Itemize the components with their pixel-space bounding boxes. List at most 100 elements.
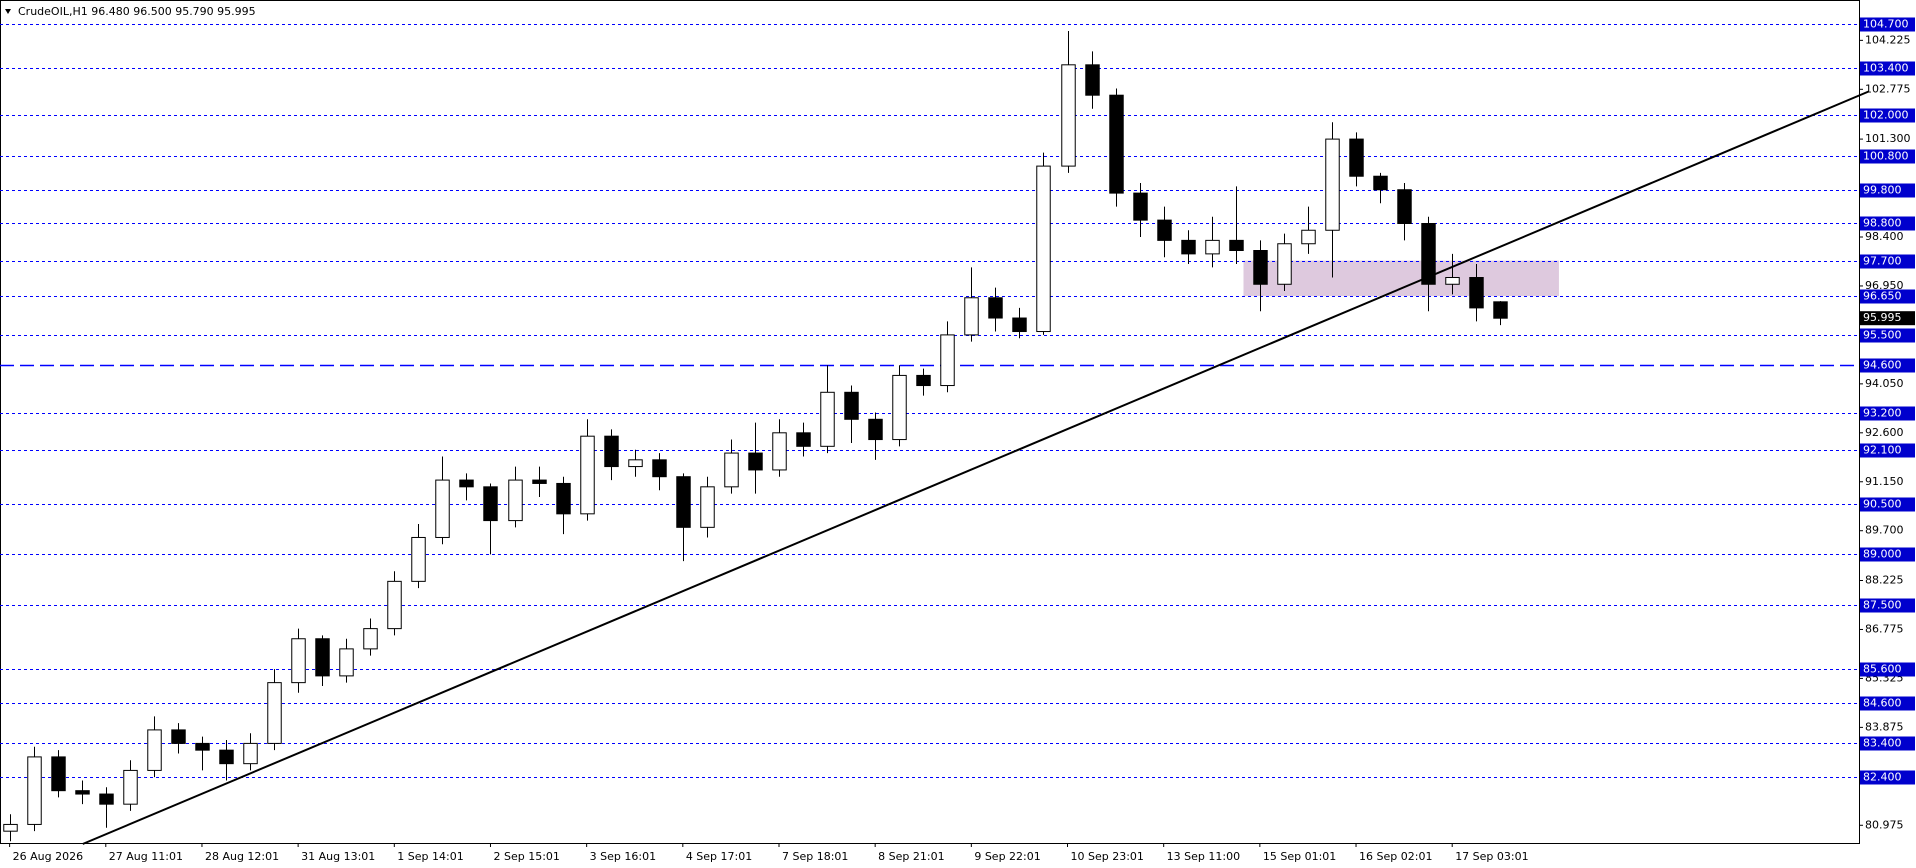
x-tick-label: 16 Sep 02:01 [1359, 850, 1432, 863]
candle-body [604, 435, 619, 468]
candle-body [1157, 219, 1172, 241]
level-label: 97.700 [1863, 255, 1902, 268]
level-label-box [1860, 497, 1915, 512]
candle-body [556, 482, 571, 515]
candle-body [1421, 222, 1436, 285]
y-tick-label: 96.950 [1865, 279, 1904, 292]
candle-body [147, 729, 162, 771]
candle-body [1109, 94, 1124, 194]
candle-body [3, 823, 18, 832]
candle-body [363, 628, 378, 650]
candle-body [868, 418, 883, 441]
candle-body [315, 638, 330, 677]
x-tick-label: 26 Aug 2026 [13, 850, 83, 863]
x-tick-label: 27 Aug 11:01 [109, 850, 183, 863]
y-tick-label: 98.400 [1865, 230, 1904, 243]
candle-body [75, 790, 90, 795]
level-label: 87.500 [1863, 599, 1902, 612]
candle-body [483, 486, 498, 522]
x-tick-label: 31 Aug 13:01 [301, 850, 375, 863]
candle-body [748, 452, 763, 471]
y-tick-label: 91.150 [1865, 475, 1904, 488]
candle-body [844, 391, 859, 420]
x-tick-label: 3 Sep 16:01 [590, 850, 656, 863]
candle-body [988, 297, 1003, 319]
level-label: 104.700 [1863, 18, 1909, 31]
y-tick-label: 104.225 [1865, 33, 1911, 46]
candle-body [459, 479, 474, 488]
x-tick-label: 10 Sep 23:01 [1071, 850, 1144, 863]
y-tick-label: 101.300 [1865, 132, 1911, 145]
candle-body [27, 756, 42, 825]
candle-body [508, 479, 523, 522]
level-label: 82.400 [1863, 771, 1902, 784]
level-label: 89.000 [1863, 548, 1902, 561]
candle-body [964, 297, 979, 336]
candle-body [171, 729, 186, 744]
x-tick-label: 4 Sep 17:01 [686, 850, 752, 863]
level-label-box [1860, 406, 1915, 421]
candle-body [1445, 277, 1460, 285]
candle-body [1133, 192, 1148, 221]
level-label-box [1860, 696, 1915, 711]
y-tick-label: 80.975 [1865, 818, 1904, 831]
y-tick-label: 83.875 [1865, 720, 1904, 733]
trendline [82, 90, 1870, 845]
level-label: 98.800 [1863, 217, 1902, 230]
level-label: 94.600 [1863, 359, 1902, 372]
candle-body [1301, 229, 1316, 245]
candle-body [1397, 189, 1412, 224]
candle-body [99, 793, 114, 805]
level-label-box [1860, 328, 1915, 343]
candle-body [1036, 165, 1051, 333]
x-tick-label: 7 Sep 18:01 [782, 850, 848, 863]
candle-body [339, 648, 354, 677]
candle-body [411, 536, 426, 582]
level-label: 90.500 [1863, 498, 1902, 511]
candle-body [892, 374, 907, 441]
candle-body [628, 459, 643, 468]
candle-body [1181, 239, 1196, 255]
candle-body [796, 432, 811, 447]
level-label-box [1860, 254, 1915, 269]
level-label: 84.600 [1863, 697, 1902, 710]
level-label: 99.800 [1863, 184, 1902, 197]
level-label-box [1860, 662, 1915, 677]
candle-body [676, 476, 691, 528]
candle-body [1012, 317, 1027, 333]
level-label-box [1860, 61, 1915, 76]
candle-body [1493, 301, 1508, 319]
level-label: 92.100 [1863, 444, 1902, 457]
candle-body [1253, 250, 1268, 285]
x-tick-label: 8 Sep 21:01 [878, 850, 944, 863]
candle-body [532, 479, 547, 484]
candle-body [267, 682, 282, 744]
level-label: 100.800 [1863, 150, 1909, 163]
candle-body [435, 479, 450, 538]
candle-body [820, 391, 835, 447]
candle-body [195, 742, 210, 751]
x-tick-label: 1 Sep 14:01 [397, 850, 463, 863]
level-label: 93.200 [1863, 407, 1902, 420]
level-label-box [1860, 216, 1915, 231]
level-label: 85.600 [1863, 663, 1902, 676]
level-label-box [1860, 183, 1915, 198]
y-tick-label: 86.775 [1865, 622, 1904, 635]
candle-body [772, 432, 787, 471]
candle-body [291, 638, 306, 684]
candle-body [387, 580, 402, 630]
candle-body [243, 742, 258, 765]
candle-body [1469, 277, 1484, 309]
candle-body [724, 452, 739, 488]
candle-body [580, 435, 595, 515]
y-tick-label: 88.225 [1865, 574, 1904, 587]
level-label-box [1860, 443, 1915, 458]
y-tick-label: 94.050 [1865, 377, 1904, 390]
candle-body [652, 459, 667, 478]
level-label-box [1860, 598, 1915, 613]
x-tick-label: 17 Sep 03:01 [1455, 850, 1528, 863]
level-label-box [1860, 736, 1915, 751]
x-tick-label: 2 Sep 15:01 [493, 850, 559, 863]
